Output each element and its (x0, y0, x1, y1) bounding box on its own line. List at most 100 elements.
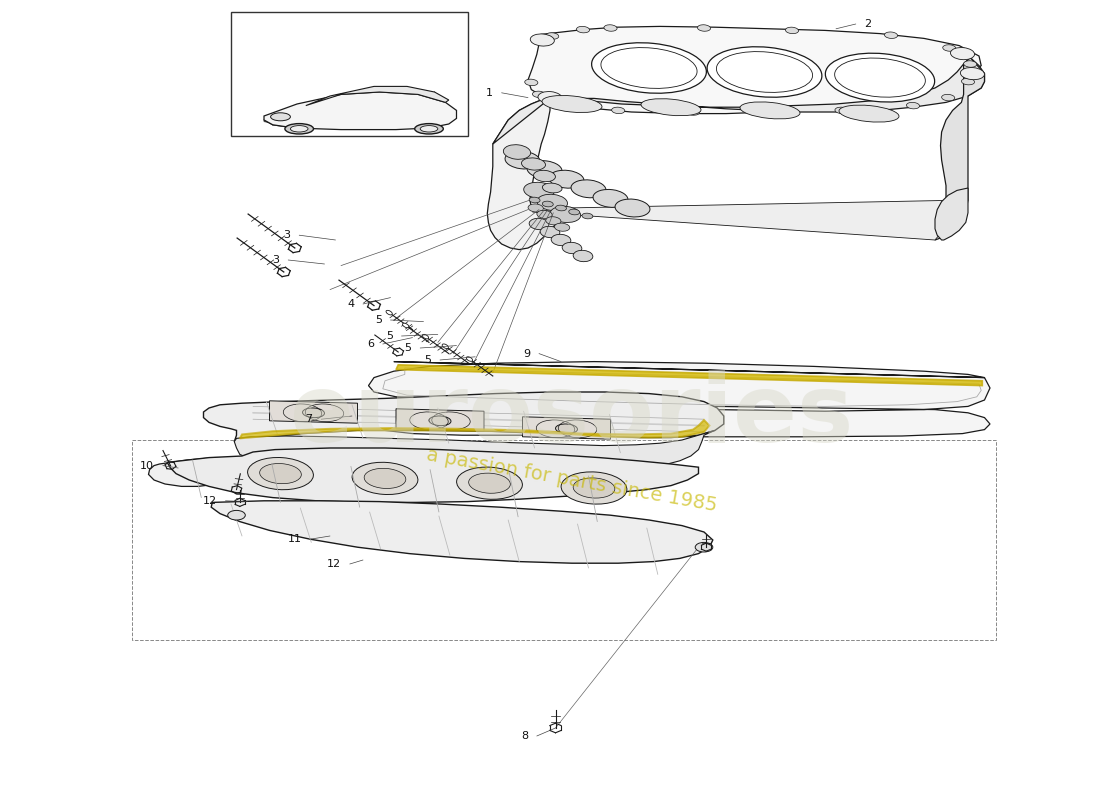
Polygon shape (396, 365, 982, 386)
Ellipse shape (592, 42, 706, 94)
Text: 5: 5 (386, 331, 393, 341)
Ellipse shape (524, 182, 554, 198)
Polygon shape (167, 448, 698, 502)
Ellipse shape (695, 542, 713, 552)
Polygon shape (270, 401, 358, 423)
Text: 3: 3 (273, 255, 279, 265)
Text: 2: 2 (865, 19, 871, 29)
Ellipse shape (532, 91, 546, 98)
Ellipse shape (556, 205, 566, 211)
Bar (231, 12, 468, 136)
Ellipse shape (456, 467, 522, 499)
Ellipse shape (260, 463, 301, 484)
Ellipse shape (825, 53, 935, 102)
Polygon shape (493, 58, 984, 144)
Text: 8: 8 (521, 731, 528, 741)
Ellipse shape (593, 190, 628, 207)
Ellipse shape (549, 170, 584, 188)
Ellipse shape (386, 310, 393, 315)
Ellipse shape (530, 34, 554, 46)
Ellipse shape (604, 25, 617, 31)
Ellipse shape (534, 170, 556, 182)
Polygon shape (935, 58, 984, 240)
Text: a passion for parts since 1985: a passion for parts since 1985 (426, 445, 718, 515)
Ellipse shape (364, 468, 406, 489)
Ellipse shape (469, 473, 510, 494)
Ellipse shape (537, 210, 552, 218)
Ellipse shape (525, 79, 538, 86)
Ellipse shape (785, 27, 799, 34)
Polygon shape (204, 392, 724, 442)
Ellipse shape (540, 226, 560, 238)
Ellipse shape (550, 206, 581, 222)
Polygon shape (148, 458, 242, 486)
Ellipse shape (529, 218, 549, 230)
Polygon shape (234, 430, 715, 468)
Ellipse shape (960, 67, 984, 80)
Ellipse shape (248, 458, 314, 490)
Text: 12: 12 (202, 496, 217, 506)
Polygon shape (528, 26, 981, 114)
Ellipse shape (559, 101, 572, 107)
Text: 3: 3 (284, 230, 290, 240)
Ellipse shape (302, 408, 324, 418)
Ellipse shape (686, 109, 700, 115)
Ellipse shape (551, 234, 571, 246)
Ellipse shape (615, 199, 650, 217)
Ellipse shape (839, 105, 899, 122)
Ellipse shape (403, 323, 409, 328)
Ellipse shape (528, 204, 543, 212)
Polygon shape (240, 420, 710, 438)
Text: 12: 12 (327, 559, 341, 569)
Ellipse shape (538, 91, 562, 104)
Ellipse shape (556, 424, 578, 434)
Ellipse shape (571, 180, 606, 198)
Ellipse shape (290, 126, 308, 132)
Ellipse shape (835, 107, 848, 114)
Text: eurosories: eurosories (290, 370, 854, 462)
Ellipse shape (707, 46, 822, 98)
Text: 6: 6 (367, 339, 374, 349)
Ellipse shape (542, 201, 553, 207)
Ellipse shape (504, 145, 530, 159)
Text: 9: 9 (524, 349, 530, 358)
Ellipse shape (542, 95, 602, 113)
Ellipse shape (529, 197, 540, 203)
Ellipse shape (228, 510, 245, 520)
Ellipse shape (561, 472, 627, 504)
Polygon shape (368, 362, 990, 437)
Ellipse shape (527, 161, 562, 178)
Text: 1: 1 (486, 88, 493, 98)
Polygon shape (211, 501, 713, 563)
Text: 5: 5 (425, 355, 431, 365)
Ellipse shape (582, 213, 593, 219)
Ellipse shape (950, 47, 975, 60)
Polygon shape (306, 86, 449, 106)
Text: 10: 10 (140, 461, 154, 470)
Ellipse shape (884, 32, 898, 38)
Ellipse shape (763, 109, 777, 115)
Ellipse shape (546, 217, 561, 225)
Ellipse shape (569, 209, 580, 215)
Ellipse shape (420, 126, 438, 132)
Ellipse shape (554, 223, 570, 231)
Ellipse shape (697, 25, 711, 31)
Ellipse shape (442, 344, 449, 349)
Ellipse shape (906, 102, 920, 109)
Polygon shape (935, 188, 968, 240)
Ellipse shape (415, 123, 443, 134)
Ellipse shape (573, 250, 593, 262)
Ellipse shape (505, 151, 540, 169)
Ellipse shape (546, 33, 559, 39)
Ellipse shape (562, 242, 582, 254)
Ellipse shape (573, 478, 615, 498)
Ellipse shape (422, 334, 429, 339)
Ellipse shape (641, 98, 701, 116)
Ellipse shape (964, 61, 977, 67)
Text: 5: 5 (405, 343, 411, 353)
Ellipse shape (576, 26, 590, 33)
Ellipse shape (521, 158, 546, 170)
Ellipse shape (612, 107, 625, 114)
Polygon shape (396, 409, 484, 431)
Polygon shape (522, 417, 611, 439)
